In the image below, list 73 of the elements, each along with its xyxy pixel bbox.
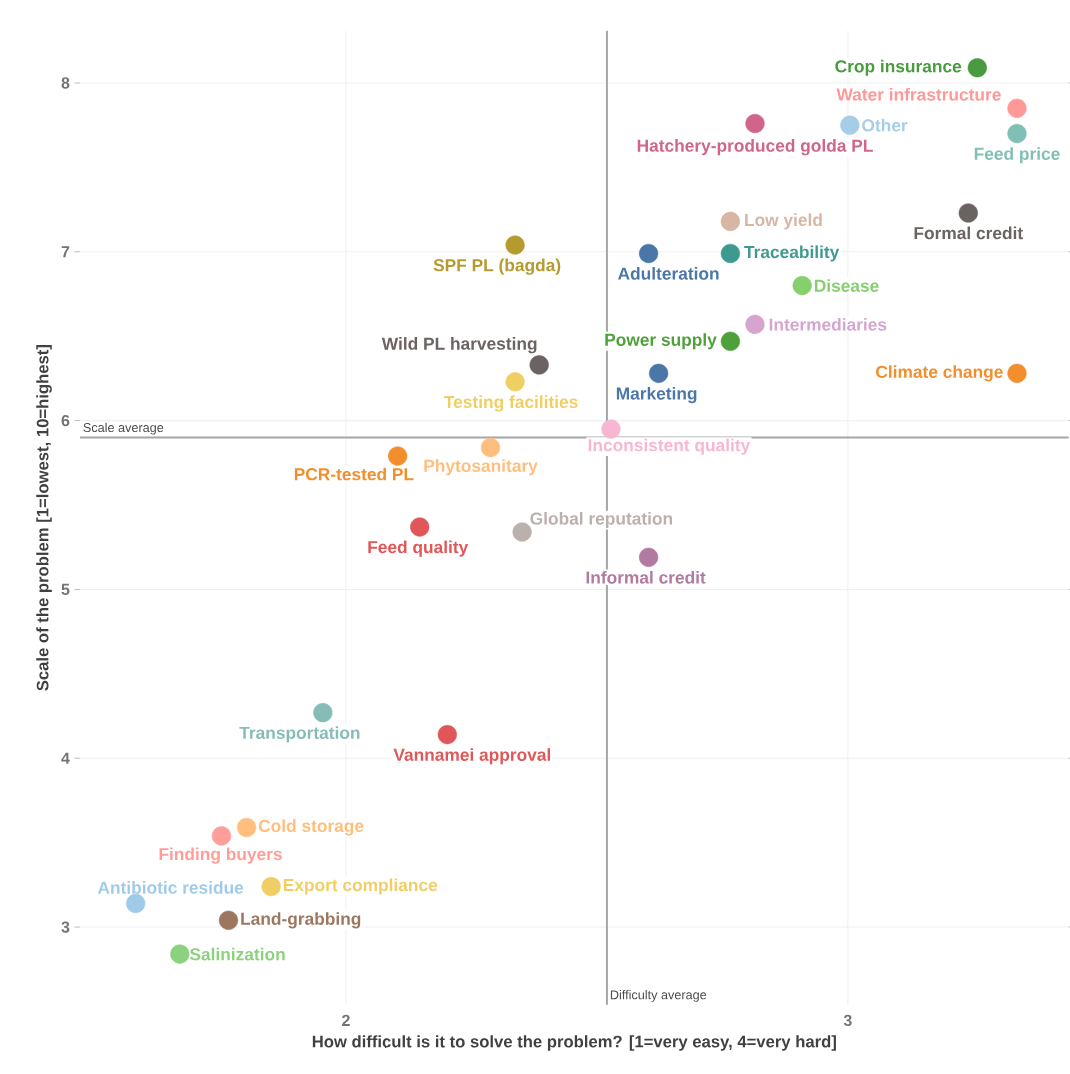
annotation: Power supply [605, 333, 717, 350]
y-axis-title: Scale of the problem [1=lowest, 10=highest] [36, 345, 52, 691]
point [313, 703, 333, 723]
annotation: Adulteration [618, 267, 719, 280]
annotation: Formal credit [914, 226, 1023, 240]
y-tick-label: 8 [61, 77, 70, 89]
annotation: Inconsistent quality [588, 438, 751, 455]
point [967, 58, 987, 78]
annotation: Disease [814, 279, 879, 292]
point [639, 243, 659, 264]
annotation: Crop insurance [835, 59, 962, 76]
y-tick-label: 6 [61, 414, 70, 427]
point [1007, 124, 1027, 144]
annotation: Phytosanitary [424, 459, 538, 476]
point [505, 235, 525, 255]
point [639, 547, 659, 567]
annotation: Hatchery-produced golda PL [637, 139, 873, 156]
annotation: Other [862, 118, 908, 132]
ref-line-label: Difficulty average [610, 989, 707, 1002]
point [480, 438, 501, 458]
annotation: Informal credit [586, 570, 706, 584]
point [261, 876, 281, 897]
annotation: Water infrastructure [836, 87, 1001, 101]
annotation: Global reputation [530, 511, 673, 529]
point [649, 363, 669, 383]
y-tick-label: 4 [61, 752, 70, 764]
point [410, 517, 430, 537]
point [1007, 363, 1027, 383]
point [529, 355, 549, 375]
annotation: Finding buyers [159, 847, 282, 864]
annotation: Cold storage [258, 819, 364, 836]
point [840, 115, 860, 135]
annotation: Land-grabbing [241, 912, 361, 929]
annotation: Salinization [189, 947, 285, 961]
point [958, 203, 978, 223]
y-tick-label: 5 [61, 583, 70, 595]
point [512, 522, 532, 542]
annotation: SPF PL (bagda) [433, 258, 561, 275]
point [505, 372, 525, 392]
y-tick-label: 3 [61, 921, 70, 933]
point [720, 243, 740, 264]
y-tick-label: 7 [61, 246, 70, 258]
annotation: Traceability [744, 245, 840, 262]
point [792, 275, 812, 296]
point [720, 211, 740, 231]
annotation: Climate change [876, 365, 1003, 382]
annotation: PCR-tested PL [294, 467, 414, 481]
point [745, 314, 765, 334]
point [437, 725, 457, 745]
annotation: Transportation [239, 726, 360, 743]
annotation: Wild PL harvesting [381, 337, 537, 354]
point [211, 826, 232, 846]
annotation: Feed price [974, 147, 1060, 164]
point [388, 446, 408, 466]
point [1007, 98, 1027, 118]
annotation: Vannamei approval [393, 748, 551, 765]
point [601, 419, 621, 439]
annotation: Antibiotic residue [97, 881, 244, 894]
point [720, 331, 740, 351]
point [745, 113, 765, 134]
point [126, 893, 146, 914]
annotation: Intermediaries [769, 318, 887, 331]
annotation: Export compliance [283, 878, 438, 895]
annotation: Low yield [745, 213, 822, 230]
ref-line-label: Scale average [83, 422, 164, 435]
point [236, 817, 257, 838]
point [218, 910, 239, 930]
annotation: Marketing [616, 386, 697, 404]
x-tick-label: 2 [342, 1014, 350, 1026]
annotation: Testing facilities [444, 395, 578, 412]
x-axis-title: How difficult is it to solve the problem? [1=very easy, 4=very hard] [312, 1035, 836, 1051]
point [170, 944, 190, 964]
annotation: Feed quality [368, 540, 469, 557]
